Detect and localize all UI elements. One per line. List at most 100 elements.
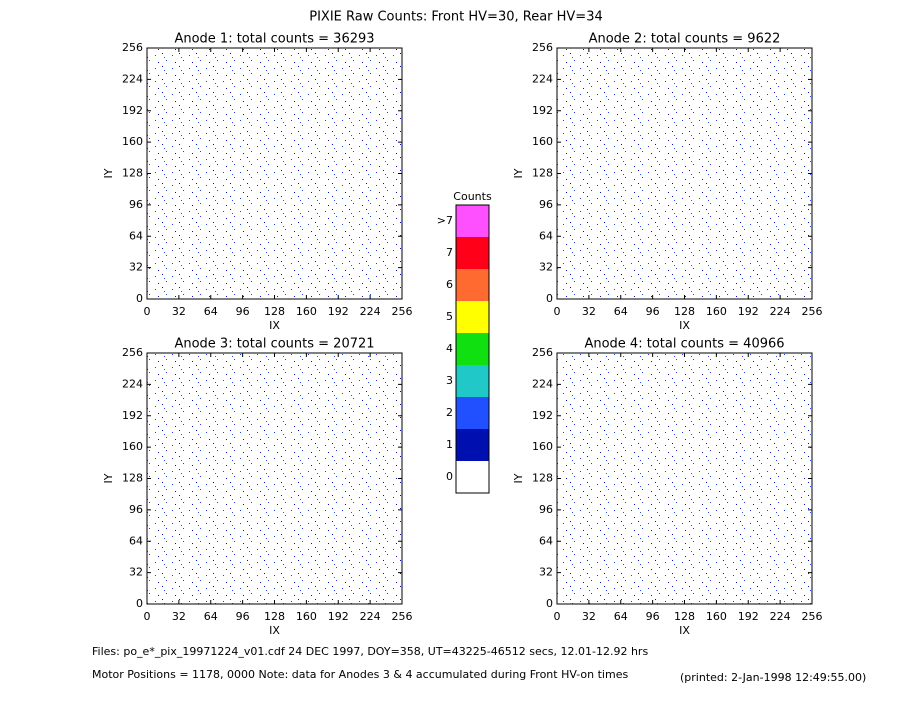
colorbar-swatch — [456, 333, 489, 365]
y-tick-label: 128 — [532, 167, 553, 180]
x-tick-label: 128 — [264, 610, 285, 623]
panel-title: Anode 1: total counts = 36293 — [174, 32, 374, 47]
footer-files: Files: po_e*_pix_19971224_v01.cdf 24 DEC… — [92, 645, 648, 658]
colorbar-label: 0 — [446, 470, 453, 483]
y-tick-label: 224 — [532, 72, 553, 85]
colorbar-label: 3 — [446, 374, 453, 387]
x-tick-label: 256 — [802, 305, 823, 318]
x-tick-label: 160 — [706, 610, 727, 623]
x-tick-label: 0 — [554, 610, 561, 623]
x-tick-label: 96 — [646, 305, 660, 318]
x-tick-label: 0 — [144, 610, 151, 623]
x-tick-label: 96 — [236, 305, 250, 318]
x-tick-label: 256 — [392, 610, 413, 623]
x-tick-label: 160 — [296, 305, 317, 318]
y-tick-label: 64 — [539, 534, 553, 547]
y-axis-label: IY — [102, 168, 115, 178]
y-tick-label: 128 — [122, 167, 143, 180]
x-tick-label: 224 — [770, 305, 791, 318]
x-tick-label: 256 — [802, 610, 823, 623]
y-tick-label: 192 — [532, 409, 553, 422]
x-tick-label: 96 — [236, 610, 250, 623]
heatmap-area — [557, 48, 812, 299]
y-tick-label: 192 — [532, 104, 553, 117]
x-tick-label: 32 — [172, 610, 186, 623]
colorbar-frame — [455, 204, 490, 494]
y-tick-label: 160 — [122, 440, 143, 453]
y-axis-label: IY — [512, 473, 525, 483]
y-tick-label: 0 — [136, 597, 143, 610]
heatmap-area — [557, 353, 812, 604]
colorbar-swatch — [456, 397, 489, 429]
colorbar-label: 5 — [446, 310, 453, 323]
colorbar-swatch — [456, 269, 489, 301]
x-tick-label: 0 — [554, 305, 561, 318]
y-axis-label: IY — [102, 473, 115, 483]
x-tick-label: 64 — [614, 610, 628, 623]
x-tick-label: 96 — [646, 610, 660, 623]
footer-printed: (printed: 2-Jan-1998 12:49:55.00) — [680, 671, 866, 684]
y-tick-label: 224 — [122, 377, 143, 390]
x-tick-label: 32 — [582, 305, 596, 318]
x-axis-label: IX — [679, 624, 690, 637]
x-tick-label: 128 — [674, 610, 695, 623]
y-tick-label: 0 — [546, 292, 553, 305]
y-tick-label: 96 — [129, 503, 143, 516]
x-tick-label: 32 — [582, 610, 596, 623]
colorbar-swatch — [456, 429, 489, 461]
x-tick-label: 192 — [328, 305, 349, 318]
x-tick-label: 192 — [328, 610, 349, 623]
x-axis-label: IX — [679, 319, 690, 332]
x-axis-label: IX — [269, 624, 280, 637]
x-tick-label: 160 — [296, 610, 317, 623]
y-tick-label: 128 — [532, 472, 553, 485]
y-tick-label: 64 — [129, 534, 143, 547]
colorbar-swatch — [456, 365, 489, 397]
x-tick-label: 128 — [674, 305, 695, 318]
y-tick-label: 64 — [539, 229, 553, 242]
x-tick-label: 192 — [738, 610, 759, 623]
x-tick-label: 64 — [614, 305, 628, 318]
y-tick-label: 192 — [122, 104, 143, 117]
y-axis-label: IY — [512, 168, 525, 178]
y-tick-label: 256 — [122, 41, 143, 54]
x-tick-label: 224 — [360, 305, 381, 318]
y-tick-label: 0 — [546, 597, 553, 610]
heatmap-area — [147, 353, 402, 604]
x-tick-label: 160 — [706, 305, 727, 318]
y-tick-label: 224 — [122, 72, 143, 85]
x-tick-label: 64 — [204, 610, 218, 623]
y-tick-label: 32 — [539, 566, 553, 579]
figure-title: PIXIE Raw Counts: Front HV=30, Rear HV=3… — [309, 10, 603, 25]
colorbar-title: Counts — [453, 190, 492, 203]
x-tick-label: 256 — [392, 305, 413, 318]
x-axis-label: IX — [269, 319, 280, 332]
x-tick-label: 32 — [172, 305, 186, 318]
y-tick-label: 32 — [539, 261, 553, 274]
heatmap-area — [147, 48, 402, 299]
panel-title: Anode 2: total counts = 9622 — [589, 32, 781, 47]
colorbar-swatch — [456, 205, 489, 237]
y-tick-label: 32 — [129, 566, 143, 579]
y-tick-label: 256 — [122, 346, 143, 359]
colorbar-swatch — [456, 237, 489, 269]
colorbar-label: 7 — [446, 246, 453, 259]
y-tick-label: 0 — [136, 292, 143, 305]
x-tick-label: 192 — [738, 305, 759, 318]
colorbar-label: 1 — [446, 438, 453, 451]
y-tick-label: 160 — [532, 440, 553, 453]
y-tick-label: 96 — [539, 503, 553, 516]
panel-title: Anode 4: total counts = 40966 — [584, 337, 784, 352]
y-tick-label: 96 — [129, 198, 143, 211]
colorbar-label: 6 — [446, 278, 453, 291]
y-tick-label: 160 — [122, 135, 143, 148]
colorbar-swatch — [456, 301, 489, 333]
x-tick-label: 224 — [770, 610, 791, 623]
y-tick-label: 160 — [532, 135, 553, 148]
y-tick-label: 256 — [532, 346, 553, 359]
x-tick-label: 64 — [204, 305, 218, 318]
x-tick-label: 224 — [360, 610, 381, 623]
y-tick-label: 224 — [532, 377, 553, 390]
y-tick-label: 192 — [122, 409, 143, 422]
colorbar-swatch — [456, 461, 489, 493]
